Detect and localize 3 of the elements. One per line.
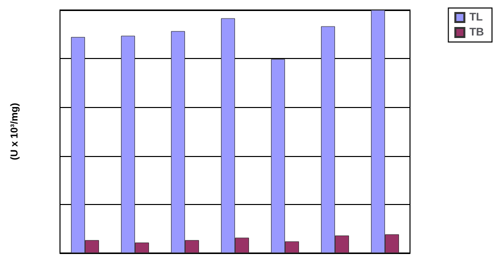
legend-label: TL <box>469 12 484 24</box>
legend-label: TB <box>469 26 484 38</box>
y-axis-title: (U x 10³/mg) <box>10 102 20 160</box>
